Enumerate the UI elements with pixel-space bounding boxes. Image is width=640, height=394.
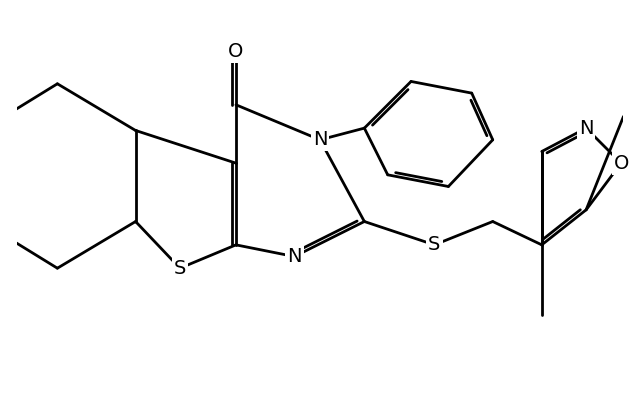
Text: S: S [428,235,440,255]
Text: O: O [228,42,244,61]
Text: S: S [173,259,186,278]
Text: N: N [579,119,593,138]
Text: N: N [287,247,301,266]
Text: O: O [614,154,629,173]
Text: N: N [313,130,327,149]
